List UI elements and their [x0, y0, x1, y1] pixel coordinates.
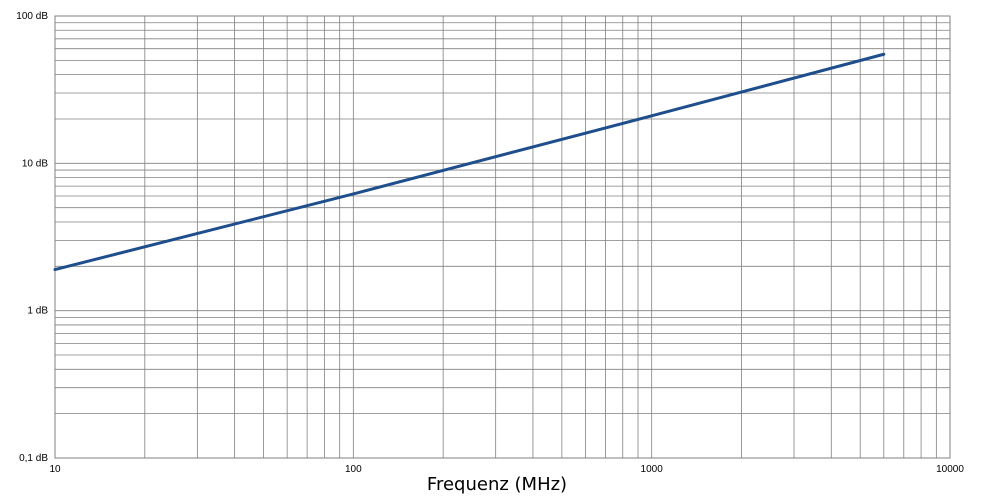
y-tick-label: 1 dB	[27, 306, 48, 317]
y-tick-labels: 0,1 dB 1 dB 10 dB 100 dB	[16, 11, 48, 464]
y-tick-label: 10 dB	[22, 158, 48, 169]
plot-frame	[54, 15, 951, 459]
y-tick-label: 100 dB	[16, 11, 48, 22]
series-layer	[53, 52, 886, 272]
y-tick-label: 0,1 dB	[19, 453, 48, 464]
x-tick-label: 1000	[641, 464, 664, 475]
grid	[54, 16, 950, 459]
x-tick-labels: 10 100 1000 10000	[49, 464, 964, 475]
x-tick-label: 10000	[936, 464, 964, 475]
x-tick-label: 100	[345, 464, 362, 475]
series-line	[53, 52, 886, 272]
x-axis-label: Frequenz (MHz)	[427, 474, 567, 495]
x-tick-label: 10	[49, 464, 61, 475]
